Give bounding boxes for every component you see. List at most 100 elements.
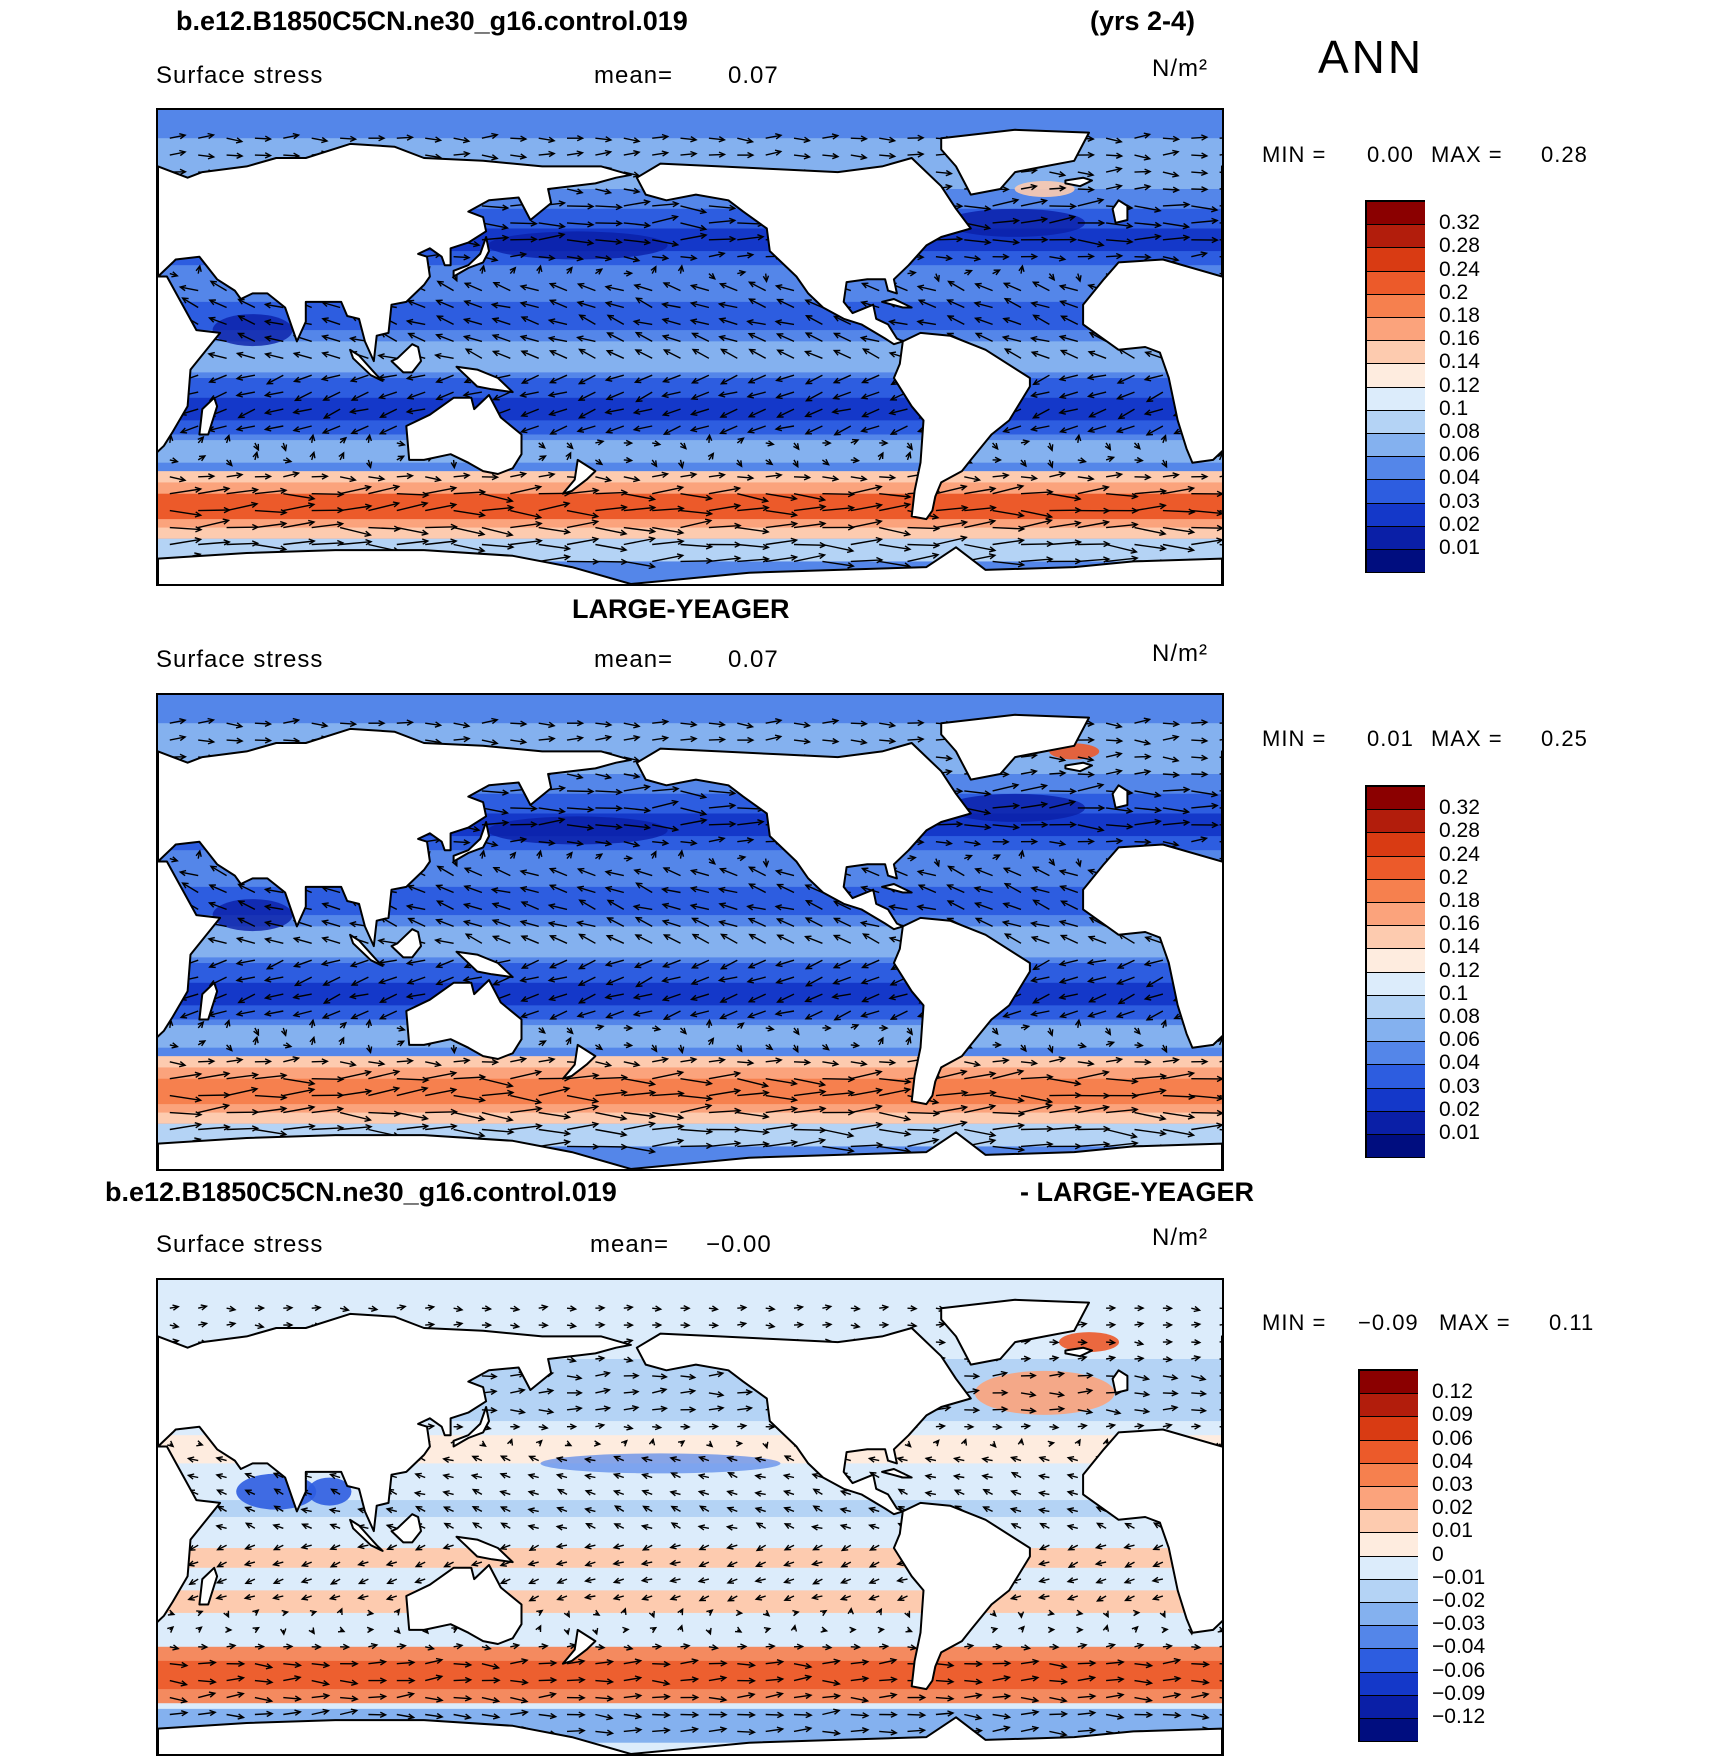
wind-arrow — [379, 391, 398, 399]
wind-arrow — [481, 1111, 513, 1121]
wind-arrow — [708, 804, 735, 809]
wind-arrow-head — [606, 899, 615, 906]
wind-arrow-head — [719, 996, 727, 1003]
wind-arrow — [323, 391, 341, 401]
wind-arrow-head — [917, 719, 925, 727]
wind-arrow-head — [292, 408, 300, 415]
wind-arrow-head — [1201, 134, 1209, 141]
wind-arrow — [595, 543, 627, 551]
wind-arrow-head — [379, 411, 387, 418]
wind-arrow-head — [991, 1027, 999, 1036]
wind-arrow — [265, 976, 284, 982]
wind-arrow-head — [1030, 1059, 1039, 1067]
wind-arrow-head — [831, 475, 840, 482]
wind-arrow-head — [917, 134, 925, 142]
wind-arrow-head — [506, 496, 514, 503]
wind-arrow-head — [654, 1423, 663, 1431]
wind-arrow-head — [536, 849, 543, 858]
wind-arrow — [793, 1078, 825, 1086]
wind-arrow — [492, 318, 511, 326]
wind-arrow-head — [906, 1028, 914, 1036]
wind-arrow — [850, 485, 882, 495]
wind-arrow — [623, 1145, 655, 1153]
wind-arrow-head — [378, 428, 387, 435]
wind-arrow — [1020, 1061, 1037, 1065]
wind-arrow — [453, 1111, 485, 1121]
wind-arrow-head — [541, 1321, 549, 1329]
wind-arrow-head — [1144, 1058, 1152, 1066]
wind-arrow — [907, 554, 939, 563]
wind-arrow — [776, 374, 795, 382]
wind-arrow-head — [690, 721, 698, 728]
wind-arrow-head — [263, 904, 272, 911]
wind-arrow-head — [945, 839, 954, 847]
wind-arrow-head — [1000, 1370, 1009, 1378]
wind-arrow-head — [279, 1105, 288, 1113]
wind-arrow — [323, 993, 341, 1004]
wind-arrow-head — [1046, 1073, 1054, 1081]
wind-arrow — [747, 320, 766, 326]
wind-arrow-head — [877, 1036, 884, 1045]
wind-arrow-head — [1131, 492, 1139, 500]
wind-arrow — [209, 299, 227, 309]
wind-arrow-head — [577, 997, 586, 1004]
wind-arrow — [595, 1372, 610, 1377]
wind-arrow — [1218, 1037, 1222, 1046]
wind-arrow-head — [1052, 1423, 1060, 1431]
wind-arrow — [311, 137, 328, 142]
wind-arrow-head — [421, 501, 429, 508]
wind-arrow — [1049, 772, 1066, 775]
wind-arrow — [680, 234, 707, 241]
wind-arrow — [550, 959, 568, 969]
wind-arrow — [652, 135, 668, 139]
wind-arrow-head — [689, 471, 698, 479]
wind-arrow-head — [1187, 546, 1196, 553]
wind-arrow-head — [683, 1321, 691, 1329]
wind-arrow-head — [236, 152, 244, 159]
wind-arrow-head — [308, 519, 316, 527]
wind-arrow — [879, 1078, 911, 1083]
wind-arrow-head — [691, 917, 699, 924]
wind-arrow — [1077, 239, 1104, 246]
wind-arrow-head — [1017, 1146, 1026, 1153]
wind-arrow — [917, 905, 937, 911]
wind-arrow-head — [464, 348, 473, 355]
wind-arrow — [579, 408, 596, 419]
wind-arrow — [636, 882, 653, 894]
wind-arrow-head — [536, 264, 543, 273]
wind-arrow — [425, 722, 441, 726]
wind-arrow-head — [903, 502, 912, 509]
wind-arrow — [784, 1455, 795, 1462]
land-cuba — [881, 298, 913, 309]
wind-arrow-head — [643, 823, 652, 831]
wind-arrow — [663, 934, 681, 944]
wind-arrow — [595, 256, 611, 260]
wind-arrow-head — [450, 1123, 458, 1130]
wind-arrow-head — [699, 792, 708, 800]
wind-arrow — [832, 993, 851, 998]
wind-arrow — [198, 509, 230, 512]
wind-arrow — [806, 900, 823, 911]
wind-arrow — [396, 136, 413, 139]
wind-arrow-head — [478, 1096, 486, 1103]
wind-arrow — [510, 253, 526, 258]
wind-arrow-head — [491, 473, 500, 481]
wind-arrow-head — [365, 1123, 373, 1131]
wind-arrow-head — [237, 900, 245, 907]
wind-arrow-head — [846, 1131, 855, 1139]
wind-arrow — [935, 171, 952, 175]
wind-arrow-head — [179, 149, 187, 157]
wind-arrow-head — [366, 461, 373, 469]
wind-arrow-head — [586, 239, 595, 246]
wind-arrow-head — [994, 456, 1003, 464]
wind-arrow-head — [364, 530, 372, 537]
wind-arrow-head — [479, 264, 486, 272]
wind-arrow — [436, 976, 454, 985]
wind-arrow — [992, 804, 1019, 809]
panel3-variable: Surface stress — [156, 1231, 324, 1258]
wind-arrow-head — [711, 1322, 720, 1329]
wind-arrow-head — [549, 428, 557, 435]
wind-arrow-head — [1088, 996, 1096, 1003]
panel1-map-canvas — [158, 110, 1222, 584]
wind-arrow-head — [718, 1057, 726, 1064]
